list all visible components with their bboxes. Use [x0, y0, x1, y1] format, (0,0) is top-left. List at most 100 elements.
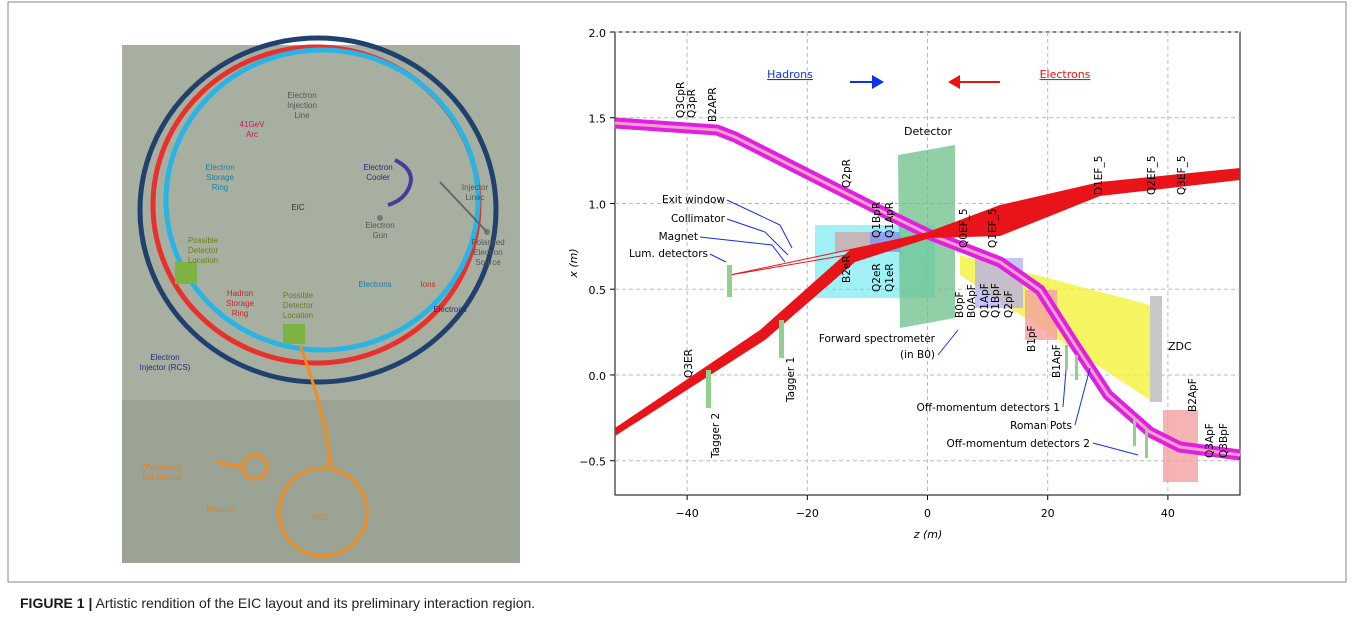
- map-label: Polarized: [471, 238, 504, 247]
- detector-location: [175, 262, 197, 284]
- map-label: Electron: [363, 163, 392, 172]
- hadrons-label: Hadrons: [767, 68, 813, 81]
- spectrometer-label: Forward spectrometer: [819, 333, 936, 345]
- y-tick-label: 0.0: [589, 370, 607, 383]
- map-label: Gun: [372, 231, 387, 240]
- magnet-label: Q3BpF: [1218, 423, 1230, 458]
- off-momentum: [1133, 420, 1136, 446]
- caption-text: Artistic rendition of the EIC layout and…: [96, 595, 536, 611]
- magnet-label: Q3EF_5: [1176, 155, 1188, 195]
- magnet-label: Tagger 1: [785, 357, 797, 403]
- electrons-label: Electrons: [1040, 68, 1091, 81]
- magnet-label: D1EF_5: [1093, 156, 1105, 195]
- spectrometer-label: (in B0): [900, 349, 935, 361]
- zdc-block: [1150, 296, 1162, 402]
- map-label: Electrons: [358, 280, 391, 289]
- callout: Roman Pots: [1010, 420, 1072, 432]
- map-label: Detector: [188, 246, 219, 255]
- map-label: Electron: [150, 353, 179, 362]
- figure: Hadrons Electrons Detector ZDC Forward s…: [0, 0, 1354, 590]
- magnet-label: Q3pR: [686, 89, 698, 118]
- magnet-label: B0pF: [954, 291, 966, 318]
- x-tick-label: 40: [1161, 507, 1175, 520]
- magnet-label: Tagger 2: [710, 413, 722, 459]
- magnet-label: Q0EF_5: [958, 208, 970, 248]
- off-momentum: [1065, 345, 1068, 370]
- callout: Off-momentum detectors 2: [947, 438, 1090, 450]
- off-momentum: [1145, 428, 1148, 458]
- x-tick-label: 20: [1041, 507, 1055, 520]
- magnet-label: Q2EF_5: [1146, 155, 1158, 195]
- map-label: Linac: [465, 193, 484, 202]
- map-label: Electrons: [433, 305, 466, 314]
- magnet-label: Q1EF_5: [987, 208, 999, 248]
- magnet-label: B1pF: [1026, 325, 1038, 352]
- detector-label: Detector: [904, 125, 952, 138]
- magnet-label: B2eR: [841, 255, 853, 283]
- y-axis-label: x (m): [567, 248, 580, 278]
- map-label: Ion Source: [143, 473, 182, 482]
- y-tick-label: 0.5: [589, 284, 607, 297]
- map-label: Arc: [246, 130, 258, 139]
- map-label: (Polarized): [143, 463, 182, 472]
- callout: Lum. detectors: [629, 248, 708, 260]
- zdc-label: ZDC: [1168, 340, 1192, 353]
- x-tick-label: −20: [796, 507, 819, 520]
- aerial-image-south: [122, 400, 520, 563]
- map-label: Storage: [226, 299, 255, 308]
- magnet-label: B0ApF: [966, 284, 978, 318]
- tagger: [779, 320, 784, 358]
- map-label: Storage: [206, 173, 235, 182]
- magnet-label: Q1BpF: [990, 283, 1002, 318]
- y-tick-label: 1.0: [589, 198, 607, 211]
- page: Hadrons Electrons Detector ZDC Forward s…: [0, 0, 1354, 625]
- magnet-label: Q1ApR: [884, 202, 896, 238]
- tagger: [706, 370, 711, 408]
- x-tick-label: −40: [676, 507, 699, 520]
- map-label: Electron: [473, 248, 502, 257]
- callout: Collimator: [671, 213, 726, 225]
- magnet-label: Q3ApF: [1204, 423, 1216, 458]
- y-tick-label: −0.5: [579, 456, 606, 469]
- map-label: Line: [294, 111, 310, 120]
- map-label: Injector (RCS): [140, 363, 191, 372]
- y-tick-label: 1.5: [589, 113, 607, 126]
- map-label: Injector: [462, 183, 489, 192]
- magnet-label: Q1eR: [884, 263, 896, 292]
- map-label: Cooler: [366, 173, 390, 182]
- magnet-label: Q2pR: [841, 159, 853, 188]
- roman-pot: [1075, 355, 1078, 380]
- callout: Exit window: [662, 194, 725, 206]
- detector-location: [283, 324, 305, 344]
- map-label: Possible: [283, 291, 314, 300]
- lum-detector: [727, 265, 732, 297]
- callout: Off-momentum detectors 1: [917, 402, 1060, 414]
- y-tick-label: 2.0: [589, 27, 607, 40]
- map-label: Booster: [206, 505, 234, 514]
- map-label: EIC: [291, 203, 305, 212]
- caption-label: FIGURE 1 |: [20, 595, 92, 611]
- map-label: Ring: [232, 309, 248, 318]
- map-label: Detector: [283, 301, 314, 310]
- map-label: Hadron: [227, 289, 253, 298]
- map-label: Injection: [287, 101, 317, 110]
- magnet-label: B1ApF: [1051, 344, 1063, 378]
- x-tick-label: 0: [924, 507, 931, 520]
- map-label: Ions: [420, 280, 435, 289]
- magnet-label: Q1BpR: [871, 202, 883, 238]
- map-label: Electron: [205, 163, 234, 172]
- map-label: Source: [475, 258, 501, 267]
- map-label: AGS: [312, 513, 329, 522]
- magnet-label: Q2pF: [1003, 290, 1015, 318]
- map-label: Electron: [365, 221, 394, 230]
- map-label: Electron: [287, 91, 316, 100]
- map-label: Ring: [212, 183, 228, 192]
- magnet-label: Q2eR: [871, 263, 883, 292]
- x-axis-label: z (m): [913, 528, 943, 541]
- map-label: 41GeV: [240, 120, 266, 129]
- caption: FIGURE 1 | Artistic rendition of the EIC…: [20, 595, 535, 611]
- magnet-label: Q3ER: [683, 349, 695, 378]
- magnet-label: B2ApF: [1187, 378, 1199, 412]
- callout: Magnet: [659, 231, 698, 243]
- map-label: Location: [188, 256, 218, 265]
